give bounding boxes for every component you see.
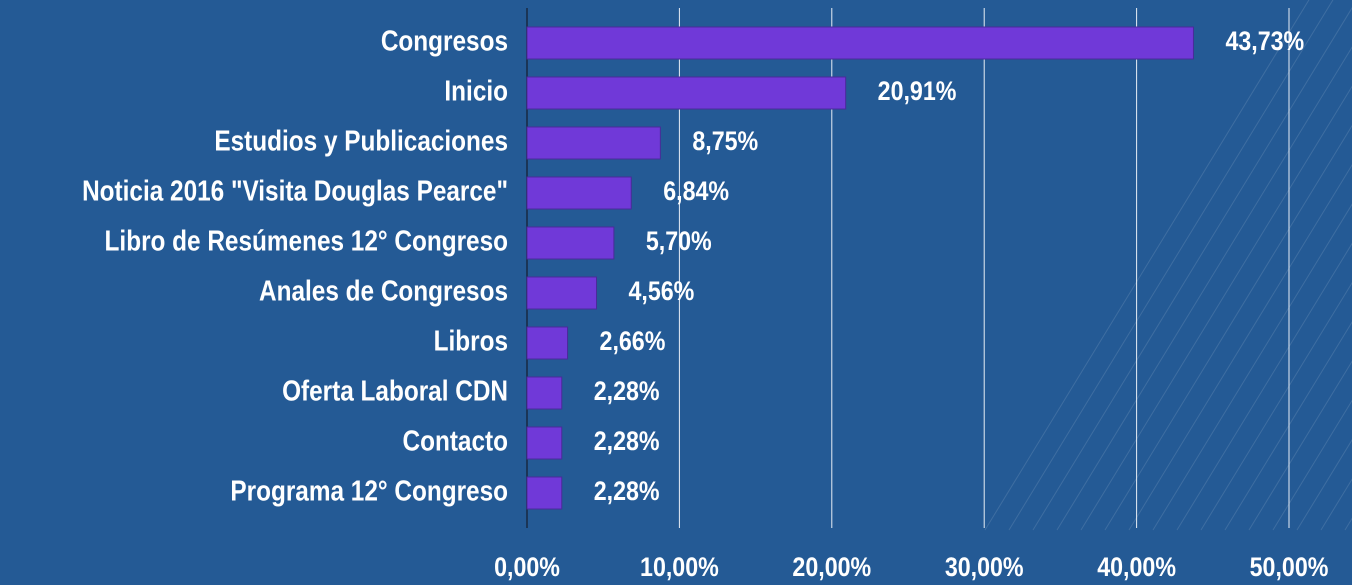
x-tick-label: 10,00% [640,553,719,583]
category-label: Libro de Resúmenes 12° Congreso [105,225,508,257]
value-label: 8,75% [692,127,758,157]
x-tick-label: 0,00% [494,553,560,583]
bar [526,326,569,360]
bar [526,176,632,210]
bar [526,376,563,410]
value-label: 6,84% [663,177,729,207]
category-label: Noticia 2016 "Visita Douglas Pearce" [82,175,508,207]
value-label: 2,28% [594,477,660,507]
bar [526,476,563,510]
bar [526,426,563,460]
x-tick-label: 40,00% [1097,553,1176,583]
category-label: Congresos [381,25,508,57]
x-tick-label: 20,00% [792,553,871,583]
category-label: Estudios y Publicaciones [214,125,508,157]
category-label: Programa 12° Congreso [230,475,508,507]
value-label: 4,56% [628,277,694,307]
x-tick-label: 30,00% [945,553,1024,583]
value-label: 5,70% [646,227,712,257]
value-label: 2,28% [594,427,660,457]
category-label: Contacto [402,425,508,457]
value-label: 43,73% [1225,27,1304,57]
bar [526,226,615,260]
category-label: Anales de Congresos [259,275,508,307]
bar [526,76,847,110]
bar [526,26,1194,60]
category-label: Libros [434,325,508,357]
value-label: 20,91% [878,77,957,107]
bar [526,126,661,160]
x-tick-label: 50,00% [1250,553,1329,583]
value-label: 2,66% [600,327,666,357]
decoration [984,0,1352,531]
category-label: Inicio [444,75,508,107]
bar [526,276,597,310]
value-label: 2,28% [594,377,660,407]
category-label: Oferta Laboral CDN [282,375,508,407]
